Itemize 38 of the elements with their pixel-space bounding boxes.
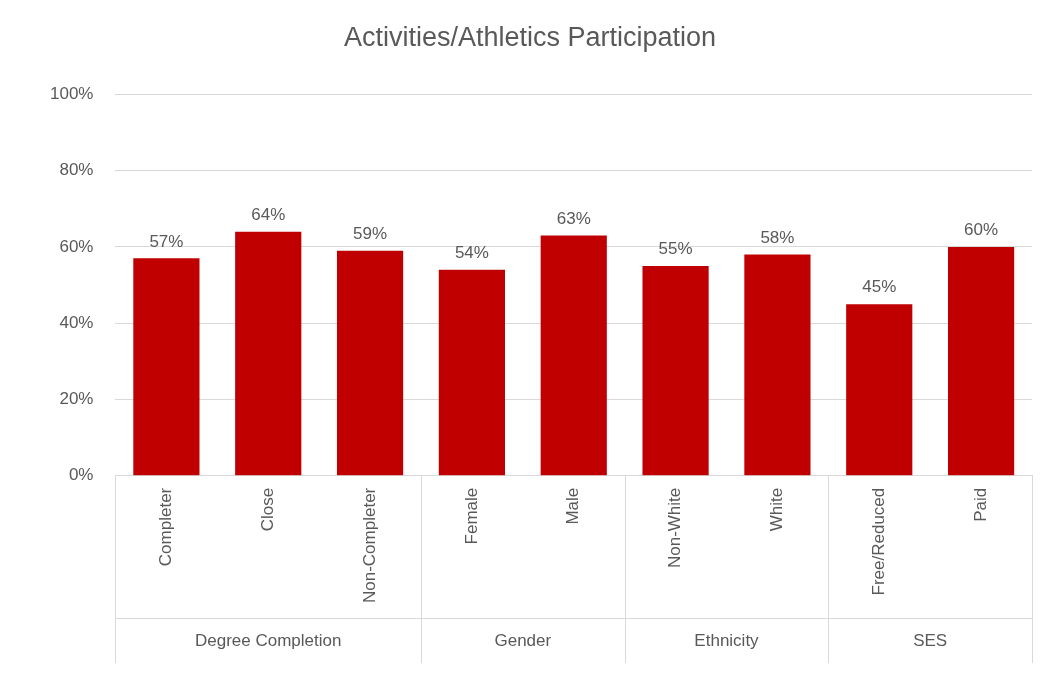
- bar: [846, 304, 913, 476]
- data-label: 58%: [760, 227, 795, 247]
- x-tick-label: Non-White: [665, 487, 685, 569]
- y-tick-label: 40%: [59, 312, 94, 332]
- bar: [438, 269, 505, 476]
- text: Degree Completion: [195, 630, 342, 650]
- bar: [235, 231, 302, 476]
- text: Ethnicity: [694, 630, 760, 650]
- y-tick-label: 100%: [50, 84, 94, 104]
- y-tick-label: 0%: [68, 465, 94, 485]
- bar: [540, 235, 607, 476]
- x-tick-label: Non-Completer: [359, 487, 379, 603]
- bar: [642, 266, 709, 476]
- x-tick-label: Male: [563, 487, 583, 525]
- bar: [947, 246, 1015, 476]
- data-label: 59%: [353, 223, 388, 243]
- data-label: 55%: [658, 239, 693, 259]
- data-label: 54%: [454, 243, 489, 262]
- data-label: 63%: [556, 208, 591, 228]
- x-tick-label: Female: [461, 487, 481, 545]
- x-tick-label: Close: [257, 487, 277, 532]
- x-tick-label: White: [767, 487, 787, 532]
- y-tick-label: 80%: [59, 160, 94, 180]
- x-tick-label: Completer: [156, 487, 176, 567]
- bar: [744, 254, 811, 476]
- text: SES: [913, 630, 948, 650]
- data-label: 64%: [251, 204, 286, 224]
- chart-title: Activities/Athletics Participation: [343, 21, 717, 52]
- y-tick-label: 60%: [59, 236, 94, 256]
- x-tick-label: Paid: [970, 487, 990, 522]
- data-label: 45%: [862, 277, 897, 297]
- data-label: 60%: [964, 220, 999, 240]
- bar: [133, 258, 200, 476]
- data-label: 57%: [149, 231, 184, 251]
- y-tick-label: 20%: [59, 389, 94, 409]
- x-tick-label: Free/Reduced: [868, 487, 888, 596]
- text: Gender: [494, 630, 552, 650]
- bar: [336, 250, 404, 476]
